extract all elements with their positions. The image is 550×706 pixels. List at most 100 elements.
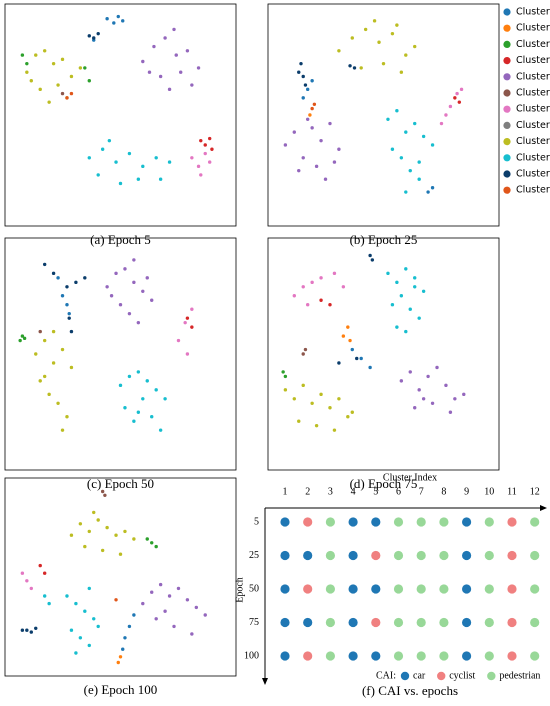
point — [20, 53, 25, 57]
point — [65, 96, 69, 100]
plot-frame — [267, 3, 500, 227]
point — [323, 177, 328, 181]
point — [281, 370, 285, 374]
point — [303, 83, 308, 87]
point — [332, 428, 337, 432]
point — [56, 401, 60, 405]
point — [96, 31, 100, 36]
point — [426, 190, 430, 194]
point — [390, 147, 395, 151]
point — [158, 582, 163, 587]
y-axis-title: Epoch — [234, 577, 245, 603]
point — [292, 130, 296, 134]
cell-dot — [325, 617, 335, 628]
point — [150, 590, 154, 594]
point — [25, 628, 29, 632]
point — [132, 258, 136, 262]
point — [299, 61, 303, 66]
point — [185, 49, 190, 53]
point — [109, 294, 114, 298]
point — [341, 334, 346, 338]
point — [65, 285, 69, 289]
point — [386, 117, 390, 121]
point — [163, 609, 167, 613]
point — [390, 31, 395, 36]
point — [319, 276, 323, 280]
cell-dot — [484, 517, 494, 527]
legend-label: Cluster 10 — [516, 152, 550, 163]
y-tick-label: 50 — [249, 583, 259, 594]
legend-label: cyclist — [449, 670, 475, 681]
point — [25, 70, 29, 74]
point — [22, 336, 27, 341]
point — [310, 126, 314, 130]
point — [346, 415, 350, 419]
point — [386, 271, 390, 276]
point — [368, 365, 372, 370]
legend-swatch — [400, 671, 410, 681]
point — [404, 53, 408, 57]
point — [127, 374, 132, 379]
point — [118, 655, 123, 659]
x-tick-label: 3 — [328, 486, 333, 497]
point — [196, 66, 201, 70]
y-tick-label: 75 — [249, 617, 259, 628]
point — [190, 325, 194, 329]
point — [421, 134, 426, 139]
point — [417, 160, 421, 164]
point — [38, 87, 42, 92]
legend-label: Cluster 12 — [516, 185, 550, 196]
point — [194, 605, 199, 610]
point — [328, 406, 332, 410]
point — [301, 383, 305, 388]
point — [123, 267, 127, 271]
legend-label: Cluster 7 — [516, 104, 550, 115]
point — [372, 19, 377, 23]
point — [114, 533, 118, 537]
cell-dot — [303, 617, 313, 628]
point — [121, 647, 125, 651]
point — [310, 79, 314, 83]
point — [283, 374, 288, 379]
point — [430, 143, 435, 147]
point — [348, 338, 352, 343]
cell-dot — [439, 550, 449, 561]
point — [448, 104, 453, 109]
point — [312, 102, 317, 107]
legend-label: car — [413, 670, 426, 681]
point — [404, 329, 408, 334]
cell-dot — [325, 550, 335, 561]
point — [69, 533, 74, 537]
point — [114, 598, 118, 602]
point — [377, 40, 381, 44]
point — [92, 510, 96, 515]
point — [136, 320, 141, 325]
point — [457, 100, 462, 104]
point — [47, 601, 51, 606]
x-axis-title: Cluster Index — [383, 472, 437, 483]
point — [332, 271, 337, 276]
point — [118, 552, 123, 556]
point — [292, 397, 296, 401]
point — [413, 406, 417, 410]
point — [346, 325, 350, 329]
point — [136, 410, 141, 414]
legend-label: Cluster 2 — [516, 23, 550, 34]
legend-swatch — [503, 8, 511, 16]
point — [147, 70, 152, 74]
point — [145, 537, 149, 541]
point — [29, 586, 33, 591]
point — [292, 294, 296, 298]
cell-dot — [348, 550, 358, 561]
point — [301, 74, 305, 79]
legend-label: Cluster 6 — [516, 88, 550, 99]
point — [314, 423, 319, 428]
point — [172, 624, 176, 629]
point — [141, 397, 145, 401]
point — [96, 624, 100, 629]
point — [308, 113, 312, 117]
point — [100, 489, 105, 494]
point — [69, 329, 74, 334]
cell-dot — [416, 617, 426, 628]
